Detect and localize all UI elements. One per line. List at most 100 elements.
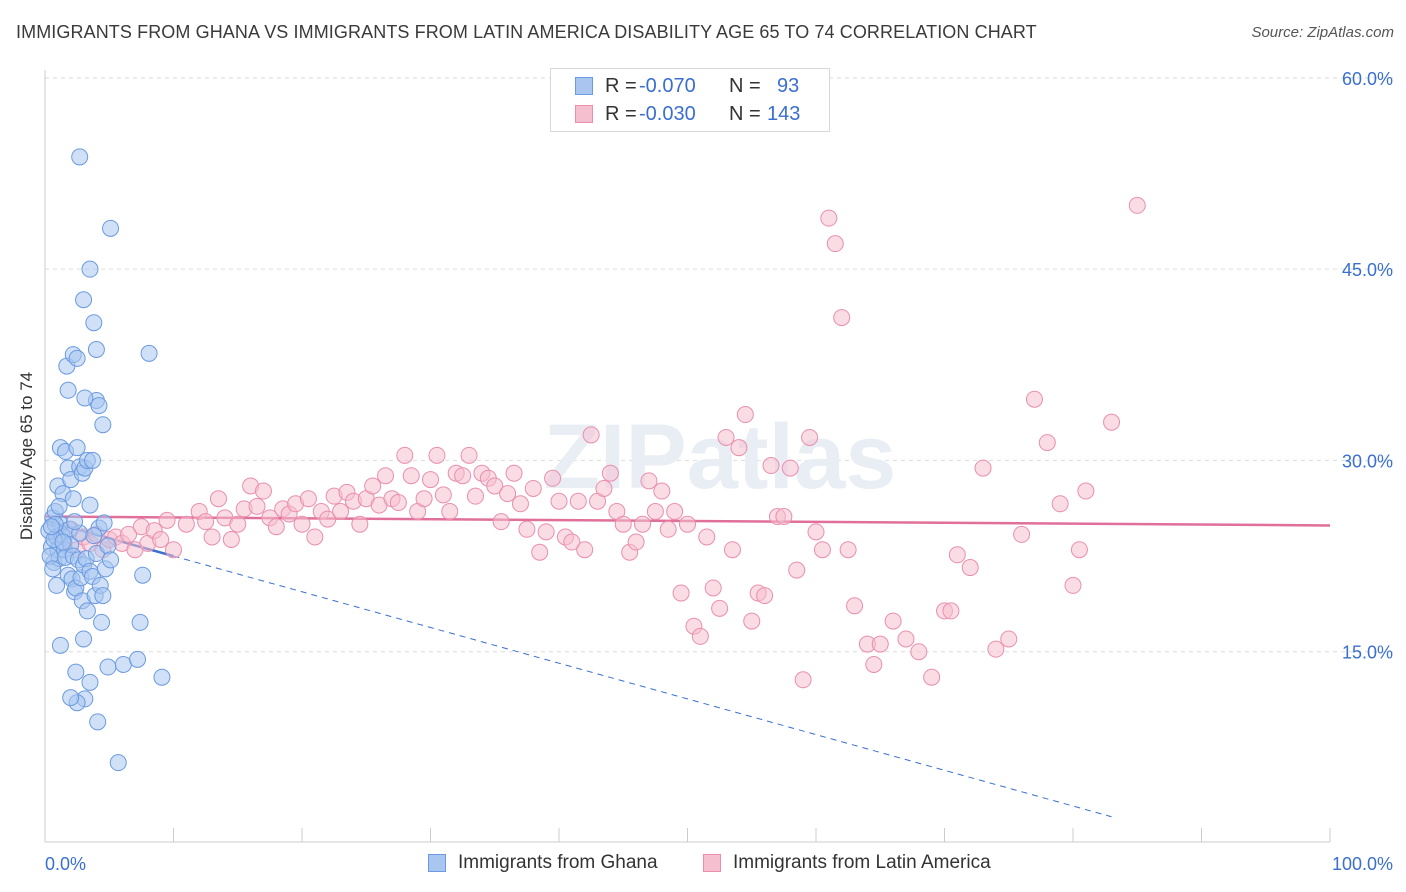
ghana-point (68, 349, 86, 367)
ghana-point (140, 344, 158, 362)
latin-america-point (762, 457, 780, 475)
ghana-point (62, 689, 80, 707)
latin-america-point (974, 459, 992, 477)
ghana-point (75, 291, 93, 309)
latin-america-point (1025, 390, 1043, 408)
latin-america-point (646, 502, 664, 520)
latin-america-point (1013, 525, 1031, 543)
latin-america-point (248, 497, 266, 515)
latin-america-point (987, 640, 1005, 658)
latin-america-point (492, 513, 510, 531)
latin-america-point (1103, 413, 1121, 431)
latin-america-point (653, 482, 671, 500)
latin-america-point (505, 464, 523, 482)
latin-america-point (460, 446, 478, 464)
grid-lines (45, 77, 1395, 653)
latin-america-point (1038, 434, 1056, 452)
latin-america-point (544, 469, 562, 487)
ghana-point (94, 416, 112, 434)
latin-america-point (351, 515, 369, 533)
latin-america-point (659, 520, 677, 538)
ghana-point (42, 518, 60, 536)
x-tick-label: 100.0% (1332, 854, 1393, 874)
latin-america-point (743, 612, 761, 630)
latin-america-point (775, 508, 793, 526)
y-tick-label: 45.0% (1342, 260, 1393, 280)
ghana-point (44, 560, 62, 578)
latin-america-point (563, 533, 581, 551)
latin-america-point (1064, 576, 1082, 594)
series-legend: Immigrants from Ghana Immigrants from La… (0, 852, 1406, 878)
ghana-point (59, 381, 77, 399)
latin-america-point (730, 439, 748, 457)
ghana-point (93, 613, 111, 631)
latin-america-point (717, 428, 735, 446)
ghana-point (114, 655, 132, 673)
n-label: N = (729, 74, 761, 97)
legend-label: Immigrants from Latin America (733, 852, 991, 873)
latin-america-point (614, 515, 632, 533)
latin-america-point (267, 518, 285, 536)
tick-labels: 15.0% 30.0% 45.0% 60.0% 0.0% 100.0% (45, 69, 1393, 874)
latin-america-point (531, 543, 549, 561)
ghana-point (85, 527, 103, 545)
latin-america-point (813, 541, 831, 559)
latin-america-point (711, 599, 729, 617)
watermark: ZIPatlas (544, 406, 897, 508)
latin-america-point (434, 486, 452, 504)
latin-america-point (518, 520, 536, 538)
latin-america-point (923, 668, 941, 686)
ghana-point (48, 576, 66, 594)
latin-america-point (396, 446, 414, 464)
latin-america-point (640, 472, 658, 490)
latin-america-point (537, 523, 555, 541)
ghana-point (109, 754, 127, 772)
latin-america-point (801, 428, 819, 446)
latin-america-point (961, 559, 979, 577)
latin-america-point (691, 627, 709, 645)
r-value: -0.070 (639, 74, 696, 97)
latin-america-point (704, 579, 722, 597)
latin-america-point (698, 528, 716, 546)
stats-legend-row-latin-america: R = -0.030 N = 143 (575, 100, 800, 128)
ghana-point (81, 673, 99, 691)
y-tick-label: 15.0% (1342, 643, 1393, 663)
latin-america-point (499, 485, 517, 503)
ghana-point (134, 566, 152, 584)
legend-item-latin-america[interactable]: Immigrants from Latin America (703, 852, 991, 874)
latin-america-point (422, 471, 439, 489)
latin-america-point (910, 643, 928, 661)
r-label: R = (605, 102, 637, 125)
latin-america-point (781, 459, 799, 477)
ghana-point (66, 513, 84, 531)
latin-america-point (364, 477, 382, 495)
source-label: Source: ZipAtlas.com (1251, 24, 1394, 41)
latin-america-point (466, 487, 484, 505)
stats-legend-row-ghana: R = -0.070 N = 93 (575, 72, 799, 100)
latin-america-point (120, 525, 138, 543)
latin-america-point (595, 479, 613, 497)
latin-america-point (833, 309, 851, 327)
latin-america-point (794, 671, 812, 689)
ghana-point (85, 314, 103, 332)
latin-america-point (1051, 495, 1069, 513)
latin-america-point (1077, 482, 1095, 500)
ghana-point (50, 497, 68, 515)
latin-america-point (203, 528, 221, 546)
chart-title: IMMIGRANTS FROM GHANA VS IMMIGRANTS FROM… (16, 22, 1037, 42)
latin-america-point (948, 546, 966, 564)
latin-america-point (865, 655, 883, 673)
ghana-point (90, 397, 108, 415)
ghana-point (68, 439, 86, 457)
legend-item-ghana[interactable]: Immigrants from Ghana (428, 852, 658, 874)
legend-label: Immigrants from Ghana (458, 852, 658, 873)
ghana-point (89, 713, 107, 731)
latin-america-point (569, 492, 587, 510)
y-tick-label: 60.0% (1342, 69, 1393, 89)
latin-america-point (897, 630, 915, 648)
latin-america-point (634, 515, 652, 533)
latin-america-point (165, 541, 182, 559)
ghana-point (102, 219, 120, 237)
latin-america-point (884, 612, 902, 630)
latin-america-point (454, 467, 472, 485)
